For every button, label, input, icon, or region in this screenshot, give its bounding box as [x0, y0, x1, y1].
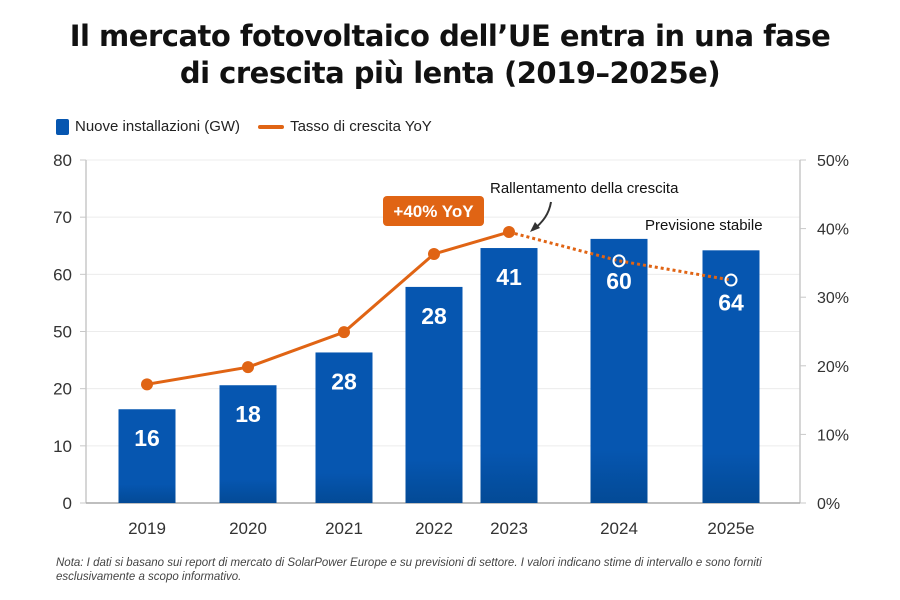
growth-point: [503, 226, 515, 239]
legend: Nuove installazioni (GW) Tasso di cresci…: [56, 118, 432, 135]
bar: [315, 352, 373, 503]
bar: [405, 286, 463, 503]
bar-value-label: 60: [606, 268, 632, 294]
x-axis-label: 2022: [415, 519, 453, 538]
left-axis-label: 70: [53, 208, 72, 227]
bar: [118, 409, 176, 503]
right-axis-label: 0%: [817, 496, 840, 513]
bar: [590, 238, 648, 503]
forecast-annotation: Previsione stabile: [645, 217, 763, 234]
right-axis-label: 30%: [817, 290, 849, 307]
growth-point: [428, 247, 440, 260]
growth-point: [242, 361, 254, 374]
right-axis-label: 10%: [817, 427, 849, 444]
right-axis-label: 50%: [817, 153, 849, 170]
growth-line-forecast: [508, 230, 732, 282]
bar-value-label: 16: [134, 425, 160, 451]
right-axis-label: 40%: [817, 222, 849, 239]
x-axis-label: 2019: [128, 519, 166, 538]
growth-point: [141, 378, 153, 391]
bar: [480, 248, 538, 503]
bar-value-label: 18: [235, 401, 261, 427]
legend-line-label: Tasso di crescita YoY: [290, 118, 432, 135]
growth-point: [338, 326, 350, 339]
slowdown-annotation: Rallentamento della crescita: [490, 180, 679, 197]
left-axis-label: 80: [53, 151, 72, 170]
bar: [702, 250, 760, 503]
left-axis-label: 20: [53, 380, 72, 399]
bar-value-label: 28: [421, 303, 447, 329]
left-axis-label: 0: [63, 494, 72, 513]
left-axis-label: 60: [53, 265, 72, 284]
footnote: Nota: I dati si basano sui report di mer…: [56, 557, 762, 583]
legend-line-swatch: [258, 124, 285, 129]
bar-value-label: 41: [496, 264, 522, 290]
bar-value-label: 28: [331, 368, 357, 394]
slowdown-arrowhead-icon: [530, 222, 540, 232]
bar: [219, 385, 277, 503]
x-axis-label: 2025e: [707, 519, 754, 538]
left-axis-label: 10: [53, 437, 72, 456]
bar-value-label: 64: [718, 289, 744, 315]
growth-point-forecast: [612, 254, 626, 268]
chart-title: Il mercato fotovoltaico dell’UE entra in…: [0, 18, 900, 92]
badge-background: [383, 196, 484, 226]
x-axis-label: 2021: [325, 519, 363, 538]
legend-bar-label: Nuove installazioni (GW): [75, 118, 241, 135]
x-axis-label: 2020: [229, 519, 267, 538]
chart-title-line-1: Il mercato fotovoltaico dell’UE entra in…: [69, 19, 831, 53]
x-axis-label: 2024: [600, 519, 638, 538]
x-axis-label: 2023: [490, 519, 528, 538]
legend-bar-swatch: [56, 118, 69, 135]
growth-point-forecast: [724, 273, 738, 287]
right-axis-label: 20%: [817, 359, 849, 376]
badge-label: +40% YoY: [393, 202, 474, 221]
chart-title-line-2: di crescita più lenta (2019–2025e): [179, 56, 721, 90]
left-axis-label: 50: [53, 323, 72, 342]
